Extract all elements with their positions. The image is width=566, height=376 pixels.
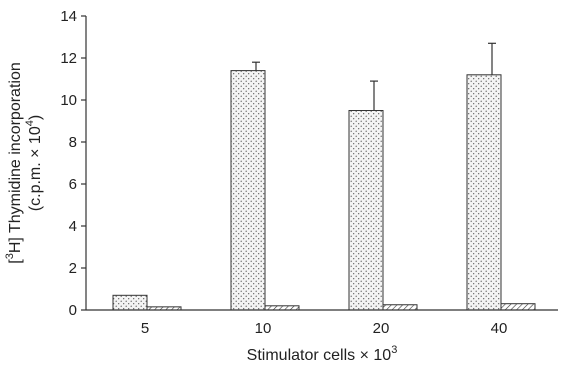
x-tick-label: 5 — [141, 320, 149, 337]
bar-series1-10 — [230, 70, 266, 311]
y-tick-label: 14 — [60, 8, 77, 25]
bar-series1-5 — [112, 294, 148, 311]
bar-series2-20 — [382, 304, 418, 311]
y-axis-title: [3H] Thymidine incorporation (c.p.m. × 1… — [4, 62, 44, 263]
x-axis-title-text: Stimulator cells × 10 — [247, 347, 392, 364]
x-axis-title-sup: 3 — [391, 344, 397, 356]
y-axis-title-line1: [3H] Thymidine incorporation — [4, 62, 24, 263]
y-tick-label: 10 — [60, 92, 77, 109]
y-axis-ticks: 0 2 4 6 8 10 12 14 — [60, 8, 86, 319]
x-axis-ticks: 5 10 20 40 — [141, 320, 508, 337]
y-tick-label: 12 — [60, 50, 77, 67]
y-tick-label: 0 — [69, 302, 77, 319]
y-tick-label: 4 — [69, 218, 77, 235]
bar-series2-10 — [264, 305, 300, 311]
bar-series2-40 — [500, 303, 536, 311]
x-axis-title: Stimulator cells × 103 — [247, 344, 398, 364]
y-tick-label: 2 — [69, 260, 77, 277]
y-tick-label: 6 — [69, 176, 77, 193]
x-tick-label: 40 — [491, 320, 508, 337]
x-tick-label: 20 — [373, 320, 390, 337]
bar-series1-40 — [466, 74, 502, 311]
bar-series1-20 — [348, 110, 384, 311]
y-axis-title-line2: (c.p.m. × 104) — [24, 115, 44, 211]
bars-group — [112, 42, 536, 311]
y-tick-label: 8 — [69, 134, 77, 151]
x-tick-label: 10 — [255, 320, 272, 337]
